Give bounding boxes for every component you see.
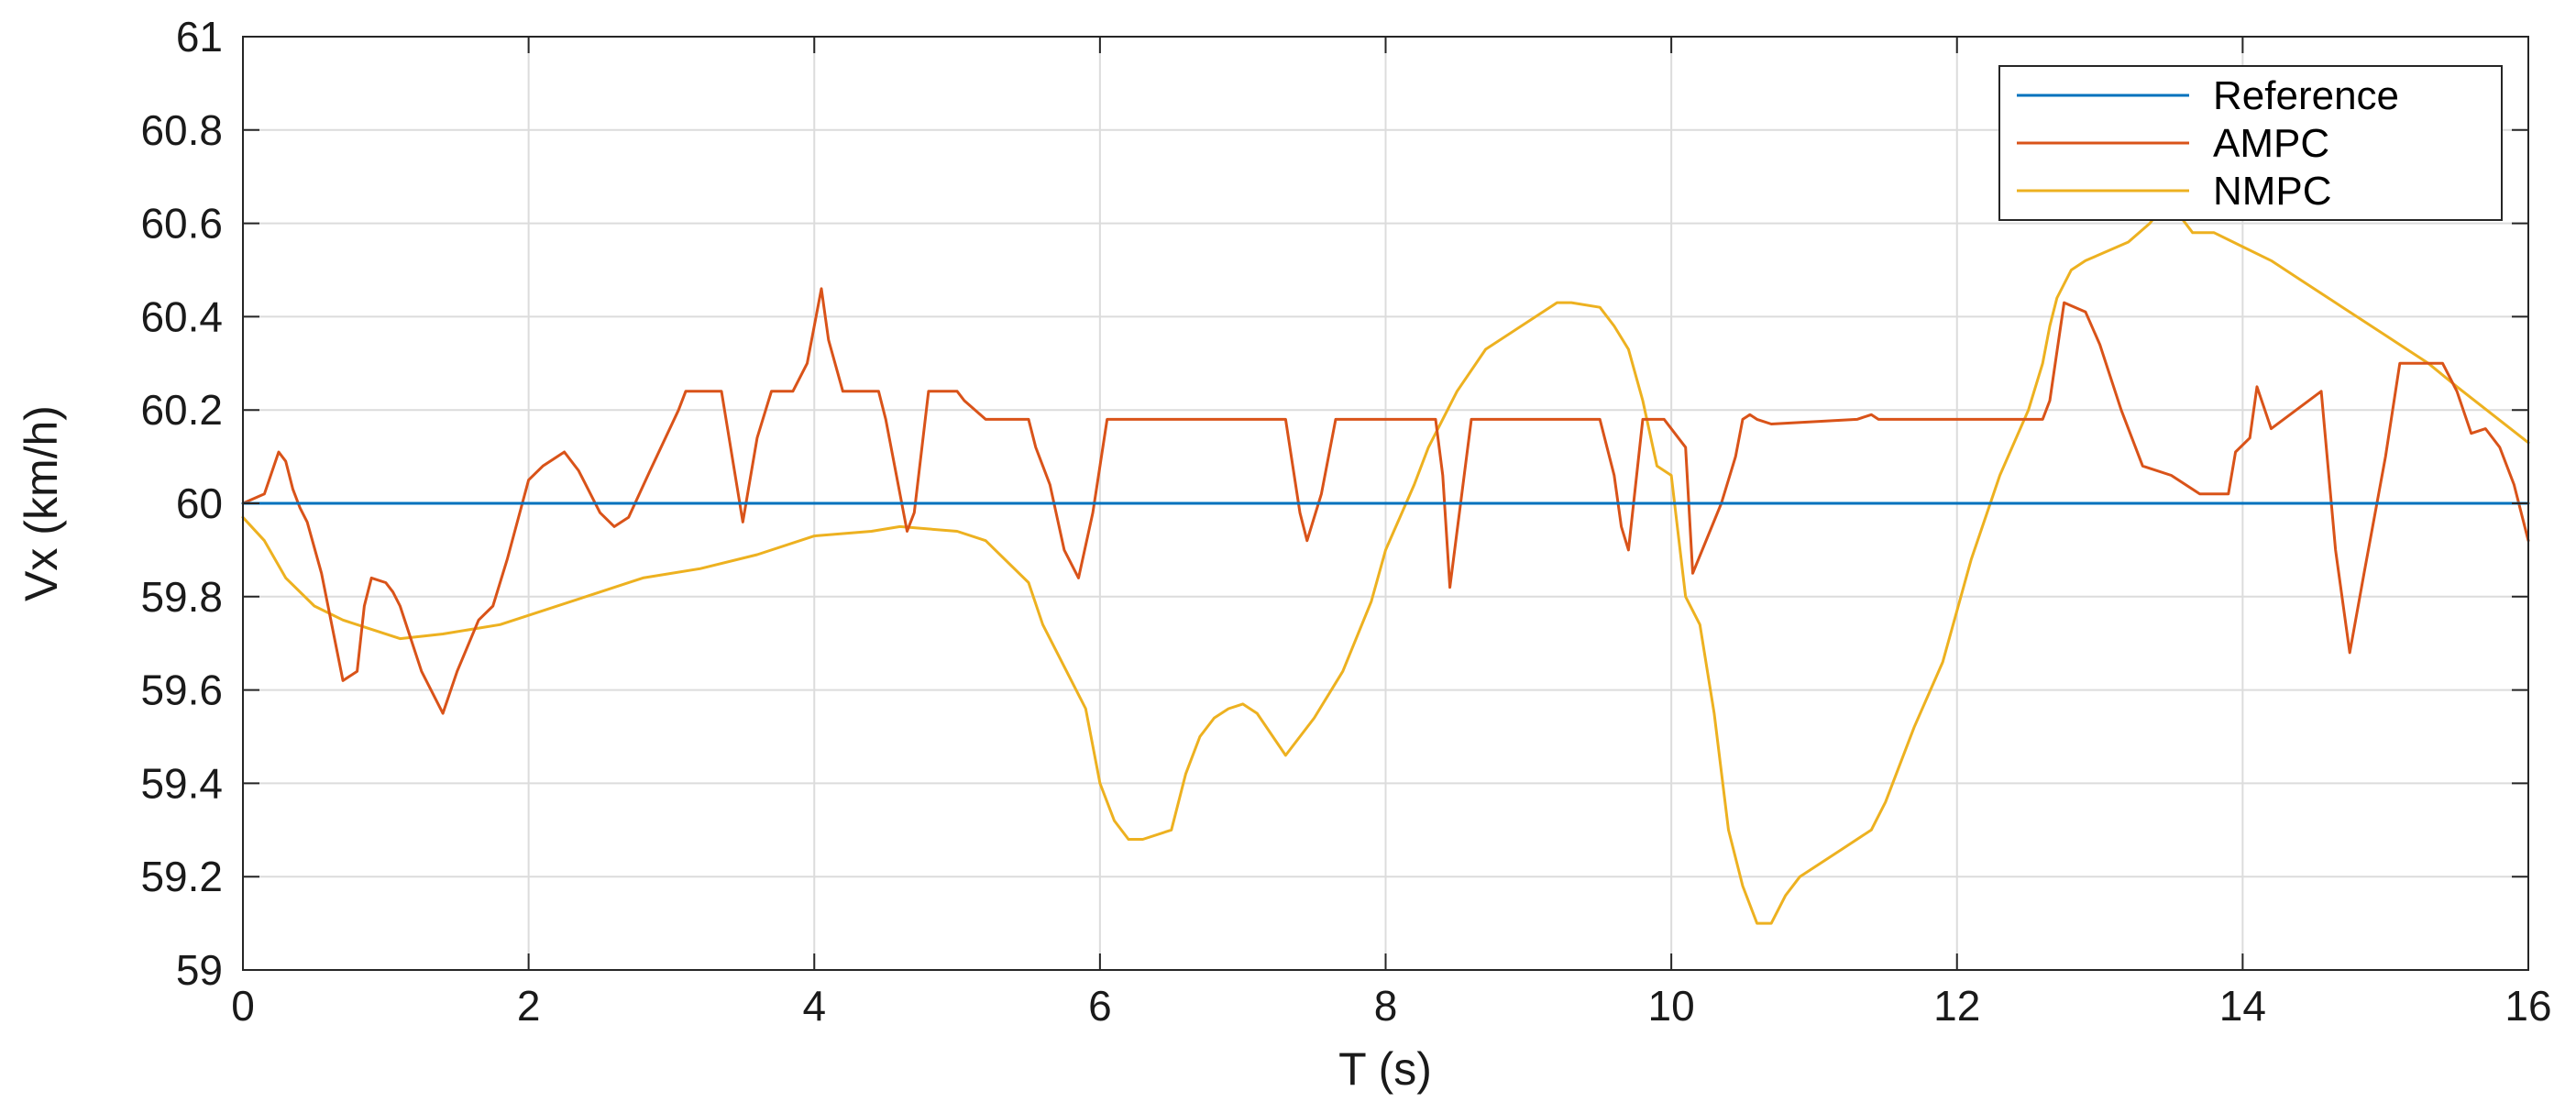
x-tick-label: 10: [1648, 982, 1695, 1030]
x-tick-label: 14: [2219, 982, 2266, 1030]
legend-label-ampc: AMPC: [2213, 121, 2329, 166]
y-tick-label: 59.6: [140, 667, 223, 714]
y-tick-label: 60.2: [140, 386, 223, 434]
y-tick-label: 61: [176, 13, 223, 61]
y-axis-title: Vx (km/h): [16, 405, 67, 601]
y-tick-label: 60: [176, 479, 223, 527]
series-lines: [241, 203, 2530, 925]
legend-label-nmpc: NMPC: [2213, 169, 2332, 214]
x-tick-label: 16: [2504, 982, 2551, 1030]
series-line-nmpc: [241, 203, 2530, 925]
y-tick-label: 60.4: [140, 292, 223, 340]
y-tick-label: 59.8: [140, 573, 223, 621]
y-tick-label: 60.8: [140, 106, 223, 154]
x-tick-label: 12: [1933, 982, 1980, 1030]
ticks: [242, 36, 2529, 971]
legend-label-reference: Reference: [2213, 73, 2399, 118]
x-tick-label: 4: [802, 982, 826, 1030]
x-axis-title: T (s): [1338, 1043, 1432, 1095]
y-tick-label: 59.4: [140, 759, 223, 807]
y-tick-label: 59: [176, 946, 223, 994]
y-tick-label: 60.6: [140, 200, 223, 248]
x-tick-label: 6: [1088, 982, 1112, 1030]
x-tick-label: 0: [231, 982, 255, 1030]
series-line-ampc: [241, 287, 2530, 715]
tick-labels: 0 2 4 6 8 10 12 14 16 59 59.2 59.4 59.6 59.8 60 60.2 60.…: [140, 13, 2551, 1030]
x-tick-label: 2: [517, 982, 541, 1030]
y-tick-label: 59.2: [140, 853, 223, 900]
x-tick-label: 8: [1374, 982, 1398, 1030]
